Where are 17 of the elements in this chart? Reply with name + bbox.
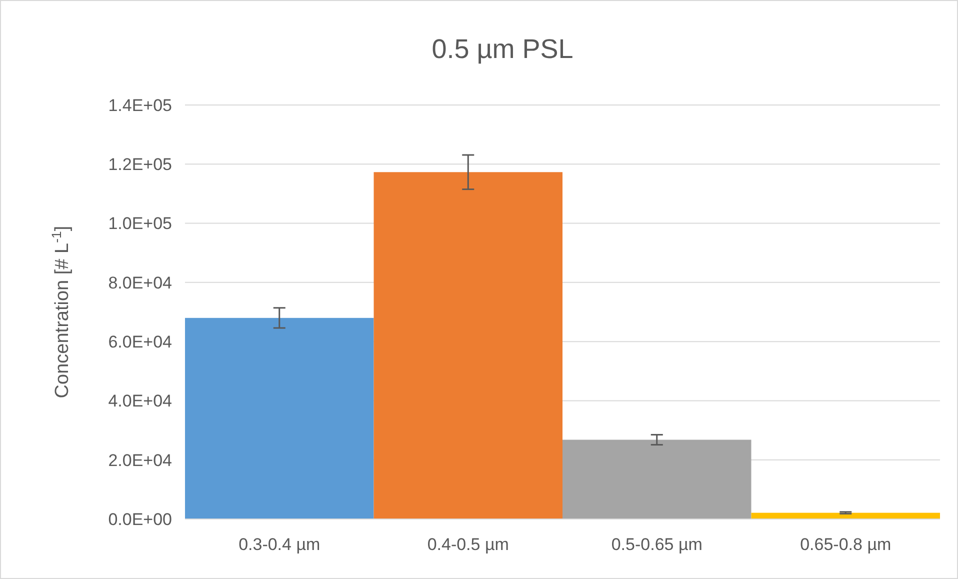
y-tick-label: 1.2E+05 <box>108 155 172 174</box>
y-tick-label: 1.0E+05 <box>108 214 172 234</box>
y-tick-label: 4.0E+04 <box>108 392 172 411</box>
x-tick-label: 0.3-0.4 µm <box>238 535 320 554</box>
x-tick-label: 0.65-0.8 µm <box>800 535 892 554</box>
x-tick-label: 0.5-0.65 µm <box>611 535 702 554</box>
x-tick-label: 0.4-0.5 µm <box>427 535 509 554</box>
bar <box>562 440 752 519</box>
bar <box>374 172 562 519</box>
y-tick-label: 8.0E+04 <box>108 273 172 292</box>
y-tick-label: 0.0E+00 <box>108 510 172 529</box>
y-tick-label: 2.0E+04 <box>108 450 172 470</box>
y-tick-label: 1.4E+05 <box>108 96 172 115</box>
bar <box>751 512 940 519</box>
bar <box>185 318 374 519</box>
y-tick-label: 6.0E+04 <box>108 332 172 352</box>
chart-title: 0.5 µm PSL <box>432 34 574 64</box>
